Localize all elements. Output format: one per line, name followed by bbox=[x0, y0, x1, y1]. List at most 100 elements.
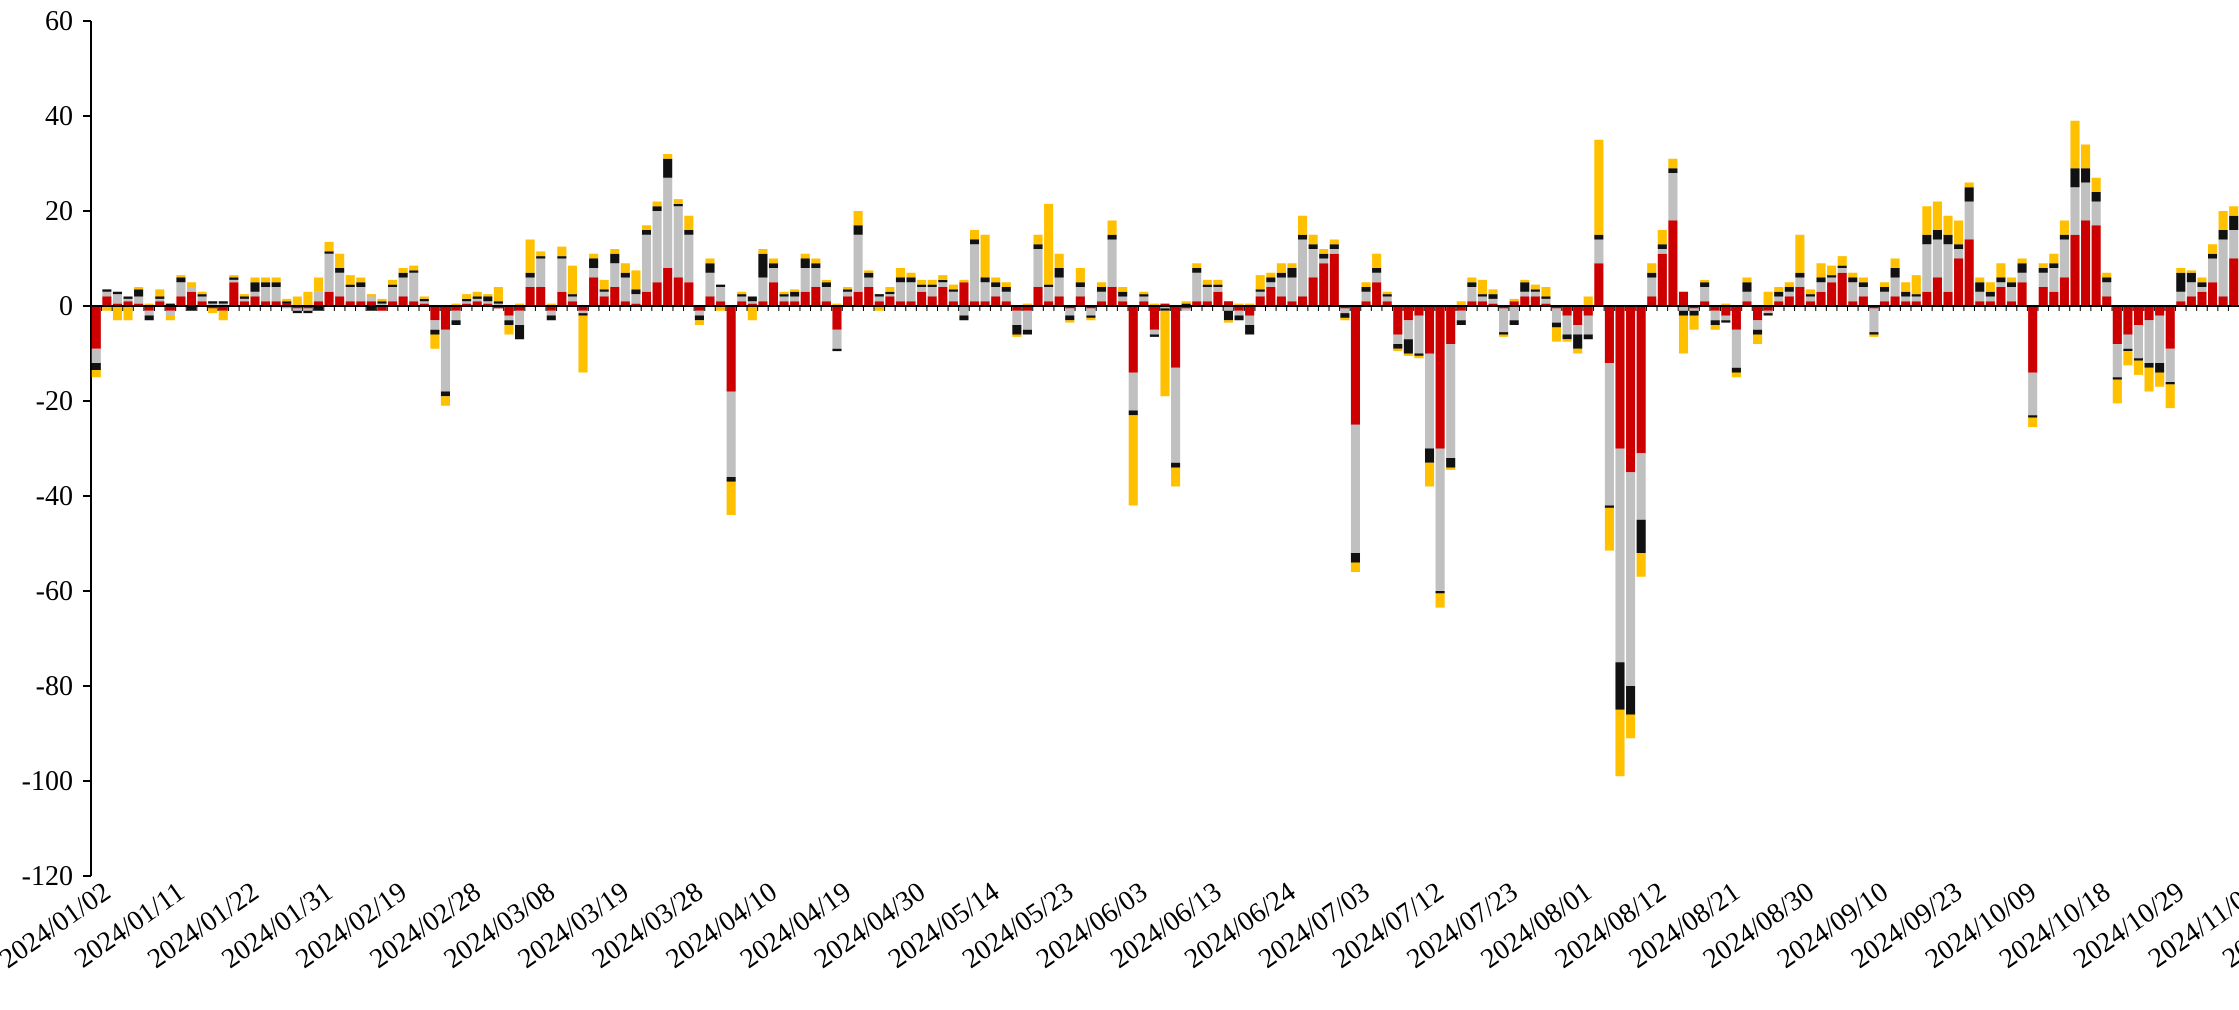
bar-segment bbox=[1721, 303, 1731, 306]
bar-segment bbox=[2028, 306, 2038, 373]
bar-segment bbox=[1647, 272, 1657, 278]
bar-segment bbox=[768, 268, 779, 283]
bar-segment bbox=[620, 301, 630, 306]
bar-segment bbox=[229, 277, 239, 280]
bar-segment bbox=[1393, 334, 1403, 344]
bar-segment bbox=[1911, 296, 1921, 302]
bar-segment bbox=[1160, 308, 1170, 311]
bar-segment bbox=[1678, 315, 1689, 354]
bar-segment bbox=[917, 291, 927, 306]
bar-segment bbox=[832, 306, 842, 330]
bar-segment bbox=[356, 287, 366, 302]
bar-segment bbox=[874, 306, 884, 311]
bar-segment bbox=[1975, 282, 1985, 292]
bar-segment bbox=[239, 296, 249, 299]
bar-segment bbox=[2038, 272, 2048, 287]
bar-segment bbox=[1858, 287, 1868, 297]
bar-segment bbox=[186, 282, 197, 287]
bar-segment bbox=[1382, 296, 1392, 302]
bar-segment bbox=[1795, 234, 1805, 273]
bar-segment bbox=[1499, 306, 1509, 309]
bar-segment bbox=[557, 246, 567, 257]
bar-segment bbox=[737, 294, 747, 297]
bar-segment bbox=[2133, 325, 2144, 359]
bar-segment bbox=[1816, 291, 1826, 306]
bar-segment bbox=[1710, 320, 1720, 325]
bar-segment bbox=[1054, 277, 1064, 297]
bar-segment bbox=[1520, 282, 1530, 292]
bar-segment bbox=[2165, 384, 2175, 409]
bar-segment bbox=[1932, 201, 1942, 230]
bar-segment bbox=[1298, 215, 1308, 235]
bar-segment bbox=[2112, 377, 2122, 380]
bar-segment bbox=[1827, 275, 1837, 278]
bar-segment bbox=[2049, 268, 2059, 292]
bar-segment bbox=[1446, 306, 1456, 344]
bar-segment bbox=[546, 310, 556, 316]
bar-segment bbox=[1065, 315, 1075, 321]
bar-segment bbox=[610, 263, 620, 287]
bar-segment bbox=[1583, 315, 1593, 335]
bar-segment bbox=[155, 289, 165, 297]
bar-segment bbox=[536, 258, 546, 287]
bar-segment bbox=[1213, 279, 1223, 285]
bar-segment bbox=[1287, 301, 1297, 306]
bar-segment bbox=[1594, 234, 1604, 240]
bar-segment bbox=[536, 256, 546, 259]
bar-segment bbox=[1054, 253, 1064, 268]
bar-segment bbox=[1446, 458, 1456, 468]
bar-segment bbox=[1424, 306, 1435, 354]
bar-segment bbox=[335, 253, 345, 268]
bar-segment bbox=[1594, 263, 1604, 306]
bar-segment bbox=[2176, 272, 2186, 292]
bar-segment bbox=[1985, 282, 1995, 292]
bar-segment bbox=[1784, 282, 1794, 287]
bar-segment bbox=[1329, 244, 1339, 249]
bar-segment bbox=[2081, 220, 2091, 306]
bar-segment bbox=[567, 301, 577, 306]
bar-segment bbox=[1181, 306, 1191, 309]
bar-segment bbox=[1742, 291, 1752, 302]
bar-segment bbox=[1403, 320, 1413, 340]
bar-segment bbox=[1118, 291, 1128, 297]
bar-segment bbox=[1678, 306, 1689, 311]
bar-segment bbox=[324, 253, 334, 292]
bar-segment bbox=[1689, 308, 1699, 311]
bar-segment bbox=[462, 298, 472, 302]
bar-segment bbox=[1308, 234, 1318, 245]
bar-segment bbox=[1001, 291, 1011, 302]
bar-segment bbox=[1128, 372, 1138, 411]
bar-segment bbox=[1805, 296, 1816, 302]
bar-segment bbox=[1033, 249, 1043, 287]
bar-segment bbox=[1192, 268, 1202, 273]
bar-segment bbox=[758, 277, 768, 302]
bar-segment bbox=[1604, 507, 1614, 551]
bar-segment bbox=[419, 301, 429, 304]
y-axis: 60 40 20 0 -20 -40 -60 -80 -100 -120 bbox=[22, 6, 92, 892]
bar-segment bbox=[2091, 192, 2101, 202]
bar-segment bbox=[1033, 287, 1043, 306]
bar-segment bbox=[684, 230, 694, 235]
bar-segment bbox=[1922, 291, 1932, 306]
bar-segment bbox=[959, 306, 969, 316]
bar-segment bbox=[1223, 306, 1234, 311]
bar-segment bbox=[885, 296, 895, 306]
bar-segment bbox=[536, 251, 546, 257]
bar-segment bbox=[2017, 258, 2027, 264]
bar-segment bbox=[1086, 308, 1096, 316]
bar-segment bbox=[2038, 268, 2048, 273]
bar-segment bbox=[1435, 591, 1445, 594]
bar-segment bbox=[2144, 363, 2154, 368]
bar-segment bbox=[1774, 291, 1784, 297]
bar-segment bbox=[1149, 329, 1159, 335]
bar-segment bbox=[758, 253, 768, 278]
bar-segment bbox=[843, 291, 853, 297]
bar-segment bbox=[1573, 348, 1583, 354]
bar-segment bbox=[2006, 301, 2017, 306]
bar-segment bbox=[261, 287, 271, 302]
bar-segment bbox=[324, 291, 334, 306]
bar-segment bbox=[1541, 296, 1551, 299]
bar-segment bbox=[599, 291, 609, 297]
bar-segment bbox=[1636, 553, 1646, 577]
bar-segment bbox=[1160, 303, 1170, 306]
